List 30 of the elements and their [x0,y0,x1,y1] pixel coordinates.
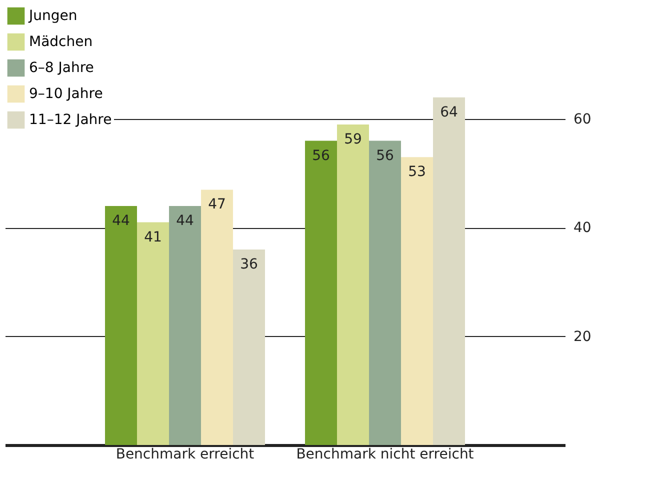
bar [105,206,137,445]
bar [433,97,465,445]
legend-label: Jungen [28,8,78,24]
legend-label: 6–8 Jahre [29,60,94,76]
data-label: 56 [376,148,394,164]
bar [233,249,265,445]
bar [305,140,337,445]
data-label: 64 [440,104,458,120]
y-tick-label: 20 [574,328,592,345]
y-tick-label: 60 [574,112,592,128]
y-tick-label: 40 [574,220,592,236]
data-label: 41 [144,229,162,246]
bar [137,222,169,445]
data-label: 44 [112,212,130,229]
data-label: 36 [240,256,258,272]
legend-label: Mädchen [29,34,93,50]
data-label: 44 [176,212,194,229]
data-label: 59 [344,132,362,148]
data-label: 47 [208,196,226,213]
data-label: 56 [312,148,330,164]
x-tick-label: Benchmark nicht erreicht [296,446,474,462]
bar [201,190,233,445]
data-label: 53 [408,164,426,180]
bar [169,206,201,445]
x-tick-label: Benchmark erreicht [116,446,255,462]
legend-label: 9–10 Jahre [29,86,103,102]
bar [337,124,369,445]
bar [369,140,401,445]
legend-label: 11–12 Jahre [29,112,112,128]
bar [401,157,433,445]
